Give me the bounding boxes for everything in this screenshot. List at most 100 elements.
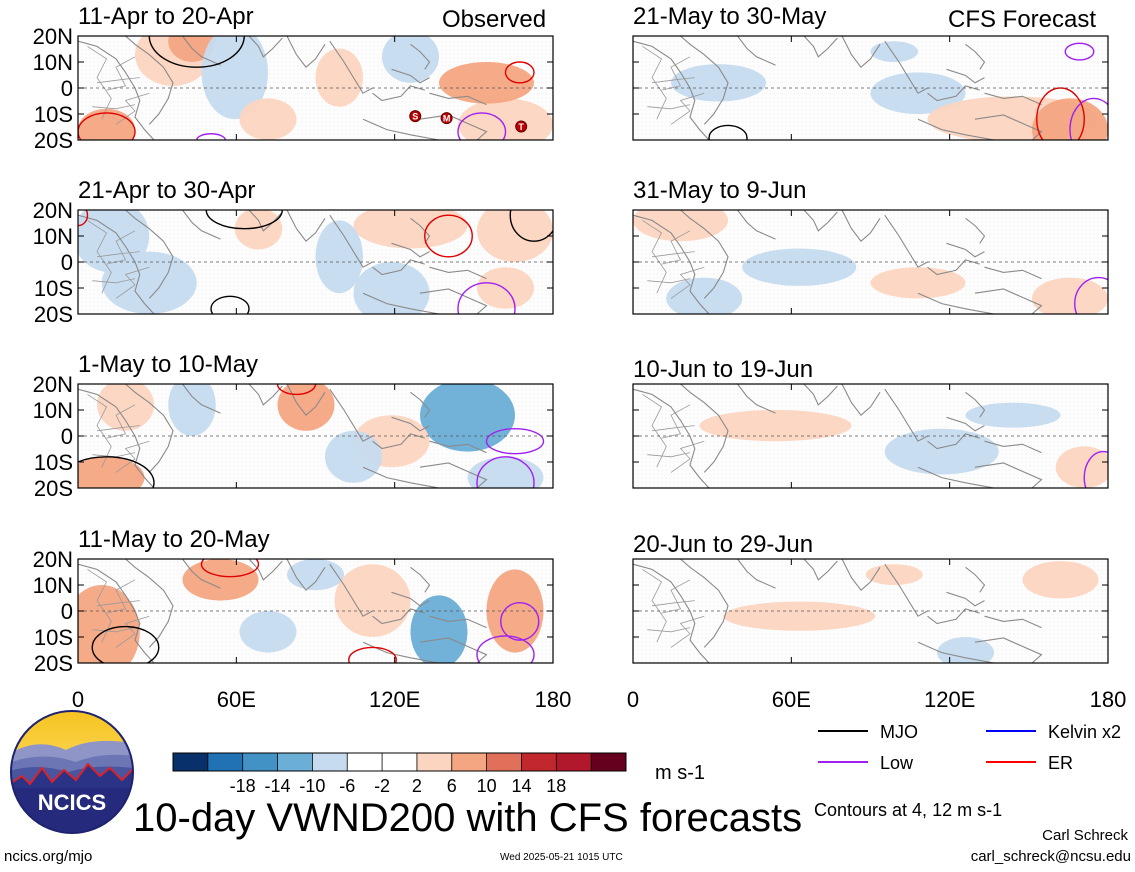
coastline — [391, 242, 430, 258]
colorbar-tick-label: -14 — [265, 776, 291, 796]
coastline — [391, 68, 430, 84]
coastline — [372, 608, 425, 625]
colorbar-tick-label: -6 — [339, 776, 355, 796]
coastline — [125, 210, 174, 299]
logo-text: NCICS — [38, 790, 106, 815]
lon-tick-label: 120E — [924, 687, 975, 712]
observed-label: Observed — [442, 6, 547, 33]
coastline — [125, 36, 174, 125]
coastline — [965, 43, 986, 70]
country-border — [92, 104, 136, 110]
forecast-label: CFS Forecast — [948, 6, 1097, 33]
coastline — [391, 416, 430, 432]
panel-title-right-0: 21-May to 30-May — [633, 3, 827, 30]
coastline — [927, 259, 980, 276]
country-border — [651, 425, 695, 432]
anomaly-shade — [78, 456, 145, 488]
mjo-contour — [205, 210, 283, 230]
coastline — [329, 388, 373, 442]
lon-tick-label: 180 — [1090, 687, 1127, 712]
country-border — [651, 77, 695, 84]
anomaly-shade — [870, 41, 918, 62]
coastline — [410, 566, 431, 593]
coastline — [884, 40, 928, 94]
coastline — [984, 92, 1042, 106]
coastline — [737, 210, 776, 240]
coastline — [737, 36, 776, 66]
coastline — [286, 384, 326, 417]
map-panel-right-3 — [632, 558, 1109, 664]
country-border — [651, 251, 695, 258]
coastline — [965, 566, 986, 593]
er-contour — [504, 61, 535, 84]
main-title: 10-day VWND200 with CFS forecasts — [133, 796, 803, 840]
coastline — [737, 384, 776, 414]
coastline — [182, 384, 221, 414]
lat-tick-label: 10S — [34, 276, 73, 301]
coastline — [927, 608, 980, 625]
anomaly-shade — [666, 277, 743, 314]
country-border — [647, 452, 691, 458]
lat-tick-label: 20N — [33, 547, 73, 572]
coastline — [182, 559, 221, 589]
low-contour — [457, 112, 507, 140]
er-contour — [200, 559, 260, 578]
colorbar-cell — [451, 753, 487, 771]
lat-tick-label: 20N — [33, 24, 73, 49]
colorbar-tick-label: 6 — [447, 776, 457, 796]
anomaly-shade — [234, 210, 283, 250]
colorbar-cell — [242, 753, 278, 771]
lat-tick-label: 20N — [33, 198, 73, 223]
coastline — [917, 466, 995, 488]
country-border — [92, 278, 136, 284]
anomaly-shade — [1022, 561, 1099, 599]
map-panel-right-2 — [632, 383, 1109, 489]
colorbar-cell — [521, 753, 557, 771]
lat-tick-label: 0 — [61, 599, 73, 624]
legend-item-mjo: MJO — [818, 722, 918, 742]
lon-tick-label: 60E — [217, 687, 256, 712]
coastline — [410, 391, 431, 418]
country-border — [92, 627, 136, 633]
legend-item-er: ER — [986, 753, 1073, 773]
anomaly-shade — [97, 384, 154, 431]
anomaly-shade — [325, 430, 382, 483]
low-contour — [1064, 42, 1095, 61]
svg-text:M: M — [443, 114, 451, 124]
svg-text:Low: Low — [880, 753, 914, 773]
lat-tick-label: 10S — [34, 102, 73, 127]
low-contour — [485, 428, 545, 455]
lat-tick-label: 10S — [34, 625, 73, 650]
anomaly-shade — [723, 601, 876, 631]
anomaly-shade — [633, 210, 728, 242]
anomaly-shade — [287, 559, 344, 591]
country-border — [651, 600, 695, 607]
anomaly-shade — [439, 62, 534, 104]
country-border — [647, 627, 691, 633]
coastline — [974, 462, 1043, 488]
anomaly-shade — [353, 210, 468, 249]
coastline — [680, 384, 729, 473]
lon-tick-label: 120E — [369, 687, 420, 712]
coastline — [248, 559, 283, 581]
coastline — [984, 615, 1042, 629]
low-contour — [476, 456, 535, 488]
map-panel-right-1 — [632, 209, 1109, 315]
coastline — [391, 591, 430, 607]
coastline — [182, 210, 221, 240]
anomaly-shade — [410, 595, 468, 663]
colorbar-frame — [172, 752, 627, 772]
anomaly-shade — [870, 267, 966, 299]
storm-marker-t: T — [515, 120, 528, 133]
mjo-contour — [509, 210, 553, 242]
coastline — [248, 384, 283, 406]
lon-tick-label: 0 — [72, 687, 84, 712]
coastline — [841, 559, 881, 592]
colorbar-tick-label: -2 — [374, 776, 390, 796]
colorbar-cell — [312, 753, 348, 771]
site-url[interactable]: ncics.org/mjo — [4, 848, 93, 865]
anomaly-shade — [458, 98, 553, 140]
coastline — [927, 433, 980, 450]
coastline — [680, 210, 729, 299]
